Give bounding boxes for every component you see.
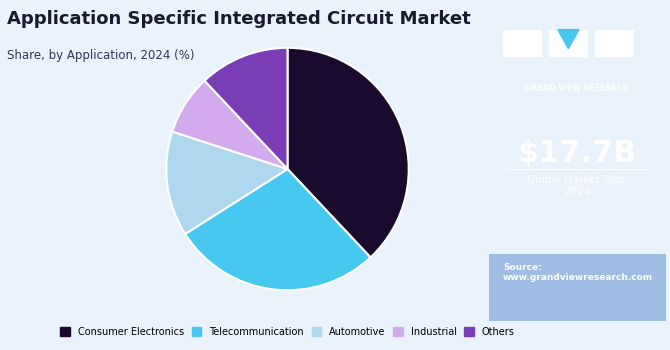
FancyBboxPatch shape bbox=[595, 30, 634, 57]
FancyBboxPatch shape bbox=[549, 30, 588, 57]
Text: Source:
www.grandviewresearch.com: Source: www.grandviewresearch.com bbox=[503, 263, 653, 282]
Text: Application Specific Integrated Circuit Market: Application Specific Integrated Circuit … bbox=[7, 10, 470, 28]
Text: GRAND VIEW RESEARCH: GRAND VIEW RESEARCH bbox=[525, 84, 629, 93]
FancyBboxPatch shape bbox=[489, 254, 665, 321]
Text: $17.7B: $17.7B bbox=[517, 139, 637, 168]
Wedge shape bbox=[166, 132, 287, 234]
Wedge shape bbox=[185, 169, 371, 290]
Legend: Consumer Electronics, Telecommunication, Automotive, Industrial, Others: Consumer Electronics, Telecommunication,… bbox=[58, 324, 518, 340]
Wedge shape bbox=[287, 48, 409, 257]
FancyBboxPatch shape bbox=[503, 30, 542, 57]
Polygon shape bbox=[558, 30, 579, 49]
Wedge shape bbox=[172, 80, 287, 169]
Text: Global Market Size,
2024: Global Market Size, 2024 bbox=[527, 175, 628, 197]
Wedge shape bbox=[204, 48, 287, 169]
Text: Share, by Application, 2024 (%): Share, by Application, 2024 (%) bbox=[7, 49, 194, 62]
